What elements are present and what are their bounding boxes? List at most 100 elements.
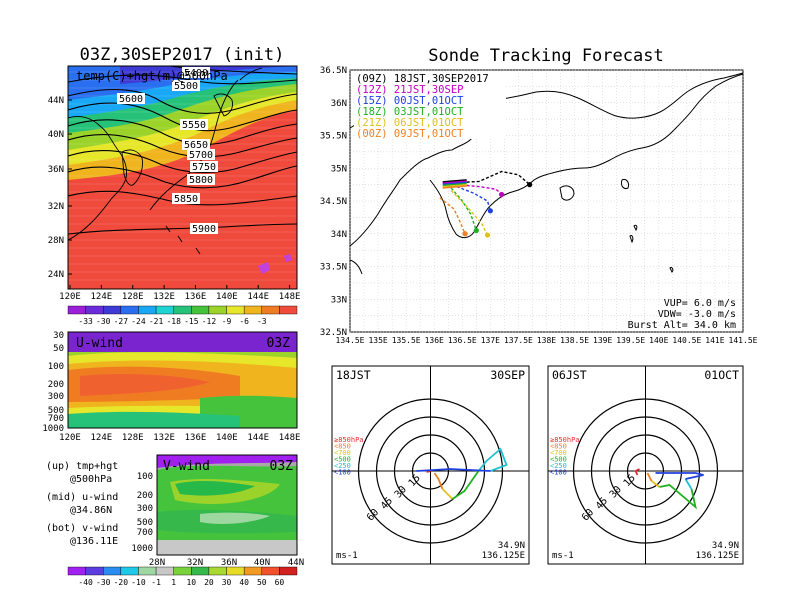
uwind-level-label: 200 [48, 380, 64, 390]
contour-label-bg [190, 223, 218, 234]
forecast-lat-label: 34N [331, 230, 347, 240]
hodo-date: 01OCT [704, 368, 739, 382]
uwind-lon-ticks: 120E 124E 128E 132E 136E 140E 144E 148E [59, 433, 300, 443]
colorbar-label: -15 [184, 317, 199, 326]
legend-bg [354, 84, 506, 95]
forecast-lat-label: 35N [331, 164, 347, 174]
lat-tick-label: 28N [48, 236, 64, 246]
hodo-level-legend: <100 [550, 469, 567, 477]
lon-tick-label: 120E [59, 292, 81, 302]
hodo-level-legend: ≥850hPa [334, 436, 364, 444]
wind-colorbar-label: 30 [222, 578, 232, 587]
hodo-trace [655, 472, 704, 480]
colorbar-cell [67, 305, 86, 315]
colorbar-cell [191, 305, 210, 315]
uwind-level-label: 500 [48, 406, 64, 416]
hodo-level-legend: <850 [334, 443, 351, 451]
contour-label-bg [190, 161, 218, 172]
wind-colorbar-label: 1 [171, 578, 176, 587]
hodo-trace [416, 468, 491, 472]
map-field-label: temp(C)+hgt(m)@500hPa [76, 69, 228, 83]
left-map-frame [67, 65, 298, 290]
forecast-lon-label: 141E [705, 336, 724, 345]
forecast-lon-label: 136E [425, 336, 444, 345]
colorbar-label: -9 [222, 317, 232, 326]
forecast-lat-label: 34.5N [320, 197, 347, 207]
vwind-lat-label: 36N [221, 558, 237, 568]
hodo-trace [452, 470, 480, 500]
colorbar-label: -30 [96, 317, 111, 326]
wind-colorbar [67, 566, 298, 576]
wind-colorbar-cell [138, 566, 157, 576]
hodo-trace [426, 470, 431, 473]
launch-segment [442, 179, 467, 183]
left-lat-ticks: 44N 40N 36N 32N 28N 24N [48, 96, 72, 280]
contour-label-bg [182, 139, 210, 150]
legend-entry: (18Z) 03JST,01OCT [356, 106, 464, 118]
forecast-lon-label: 137E [481, 336, 500, 345]
vwind-panel [156, 454, 298, 556]
hodo-time: 06JST [552, 368, 587, 382]
track-end-point [527, 182, 533, 188]
contour-label-bg [182, 67, 210, 78]
hodo-level-legend: <100 [334, 469, 351, 477]
contour-label-bg [187, 174, 215, 185]
contour-label: 5900 [192, 224, 216, 235]
colorbar-label: -21 [149, 317, 164, 326]
wind-colorbar-cell [261, 566, 280, 576]
temp-field [68, 66, 297, 289]
coastlines [68, 67, 263, 255]
wind-colorbar-label: -40 [78, 578, 93, 587]
wind-colorbar-cell [85, 566, 104, 576]
forecast-lon-label: 141.5E [729, 336, 758, 345]
hodo-level-legend: <500 [550, 456, 567, 464]
launch-segment [442, 182, 467, 187]
wind-colorbar-cell [226, 566, 245, 576]
forecast-lat-ticks: 36.5N 36N 35.5N 35N 34.5N 34N 33.5N 33N 32.5N [320, 66, 347, 338]
contour-label: 5850 [174, 194, 198, 205]
colorbar-label: -6 [239, 317, 249, 326]
forecast-lat-label: 33.5N [320, 263, 347, 273]
launch-segment [442, 183, 467, 188]
note-bot-2: @136.11E [70, 536, 118, 547]
launch-segment [442, 185, 467, 189]
contour-label-bg [172, 80, 200, 91]
note-mid-2: @34.86N [70, 505, 112, 516]
note-bot-1: (bot) v-wind [46, 523, 118, 534]
forecast-grid [349, 69, 744, 333]
track-line [456, 170, 531, 186]
wind-colorbar-cell [279, 566, 298, 576]
uwind-lon-label: 148E [279, 433, 301, 443]
lon-tick-label: 140E [216, 292, 238, 302]
hodo-level-legend: ≥850hPa [550, 436, 580, 444]
uwind-panel [67, 331, 298, 429]
hodo-level-legend: <850 [550, 443, 567, 451]
contour-label: 5700 [189, 150, 213, 161]
track-end-point [484, 232, 491, 238]
uwind-level-label: 700 [48, 414, 64, 424]
track-end-point [487, 208, 493, 214]
hodo-pos2: 136.125E [482, 551, 525, 561]
burst-label: Burst Alt= 34.0 km [628, 320, 736, 331]
hodo-unit: ms-1 [336, 551, 358, 561]
colorbar-label: -24 [131, 317, 146, 326]
colorbar-cell [120, 305, 139, 315]
legend-entry: (09Z) 18JST,30SEP2017 [356, 73, 489, 85]
wind-colorbar-label: 40 [239, 578, 249, 587]
contour-label-bg [172, 193, 200, 204]
colorbar-cell [138, 305, 157, 315]
forecast-lon-label: 139.5E [616, 336, 645, 345]
temp-colorbar [67, 305, 298, 315]
vwind-level-label: 700 [137, 528, 153, 538]
uwind-time: 03Z [267, 336, 291, 351]
uwind-label: U-wind [76, 336, 123, 351]
colorbar-cell [155, 305, 174, 315]
uwind-lon-label: 120E [59, 433, 81, 443]
hodo-trace [650, 480, 661, 488]
legend-entry: (21Z) 06JST,01OCT [356, 117, 464, 129]
colorbar-cell [279, 305, 298, 315]
hodo-trace [646, 472, 653, 482]
